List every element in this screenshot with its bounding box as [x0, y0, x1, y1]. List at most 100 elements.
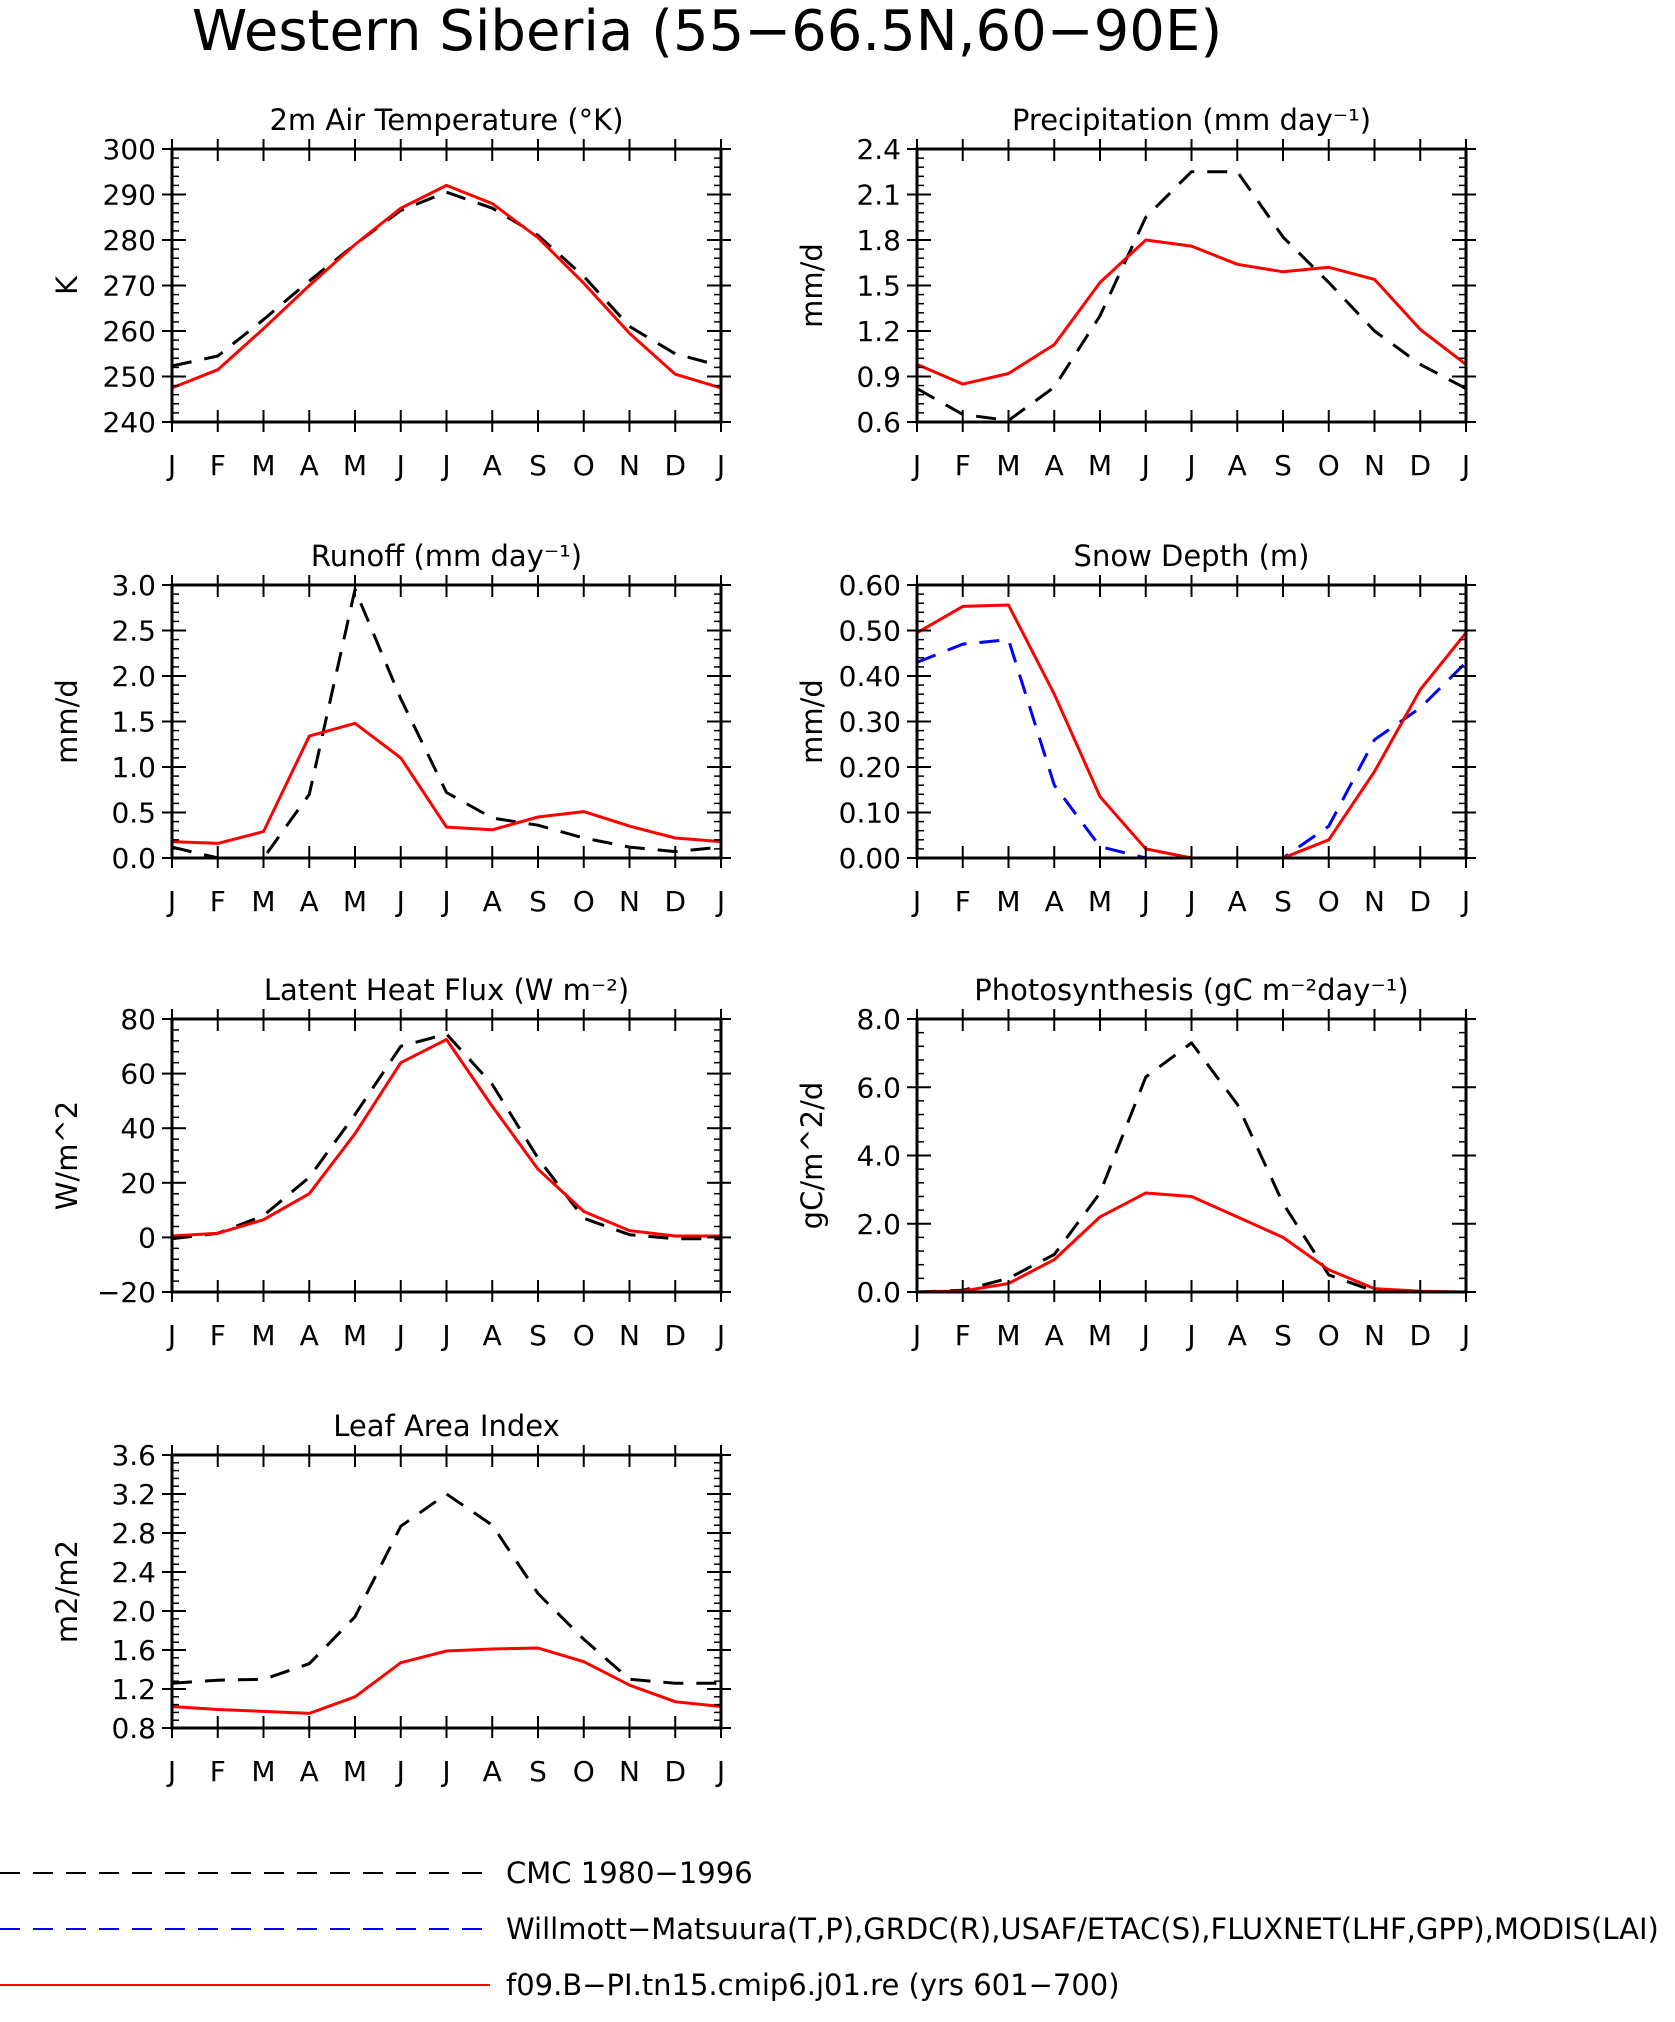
x-tick-label: D: [1409, 1319, 1431, 1352]
panel-3: 0.000.100.200.300.400.500.60J F M A M J J A S O N D…: [795, 539, 1476, 918]
x-tick-label: A: [1045, 1319, 1064, 1352]
x-tick-label: O: [1318, 449, 1340, 482]
y-tick-label: 0: [138, 1221, 156, 1254]
x-tick-label: A: [300, 1755, 319, 1788]
panel-title: Runoff (mm day⁻¹): [311, 539, 582, 573]
y-tick-label: 3.6: [111, 1439, 156, 1472]
x-tick-label: M: [251, 885, 275, 918]
series-line-cmc: [171, 190, 722, 368]
y-tick-label: 1.2: [111, 1673, 156, 1706]
panel-5: 0.02.04.06.08.0J F M A M J J A S O N D JPhotosynthes…: [795, 973, 1476, 1352]
y-tick-label: 6.0: [856, 1071, 901, 1104]
y-tick-label: −20: [97, 1276, 156, 1309]
plot-frame: [915, 147, 1468, 424]
y-tick-label: 0.30: [839, 706, 901, 739]
series-line-observations: [916, 638, 1468, 860]
x-tick-label: O: [1318, 885, 1340, 918]
panel-6: 0.81.21.62.02.42.83.23.6J F M A M J J A S O N D JLea…: [50, 1409, 731, 1788]
x-tick-label: N: [619, 1319, 640, 1352]
x-tick-label: J: [440, 449, 450, 482]
legend: CMC 1980−1996 Willmott−Matsuura(T,P),GRD…: [0, 1856, 1659, 2002]
y-tick-label: 4.0: [856, 1140, 901, 1173]
x-tick-label: S: [1274, 885, 1292, 918]
x-tick-label: F: [955, 449, 971, 482]
series-line-model: [171, 1038, 721, 1238]
y-tick-label: 8.0: [856, 1003, 901, 1036]
x-tick-label: J: [911, 1319, 921, 1352]
y-tick-label: 0.5: [111, 797, 156, 830]
y-axis-label: mm/d: [50, 679, 84, 764]
plot-frame: [915, 583, 1468, 860]
x-tick-label: M: [996, 449, 1020, 482]
x-tick-label: S: [1274, 449, 1292, 482]
y-tick-label: 290: [103, 179, 156, 212]
x-tick-label: J: [911, 885, 921, 918]
y-tick-label: 3.0: [111, 569, 156, 602]
plot-frame: [170, 1017, 723, 1294]
x-tick-label: N: [1364, 885, 1385, 918]
x-tick-label: S: [529, 885, 547, 918]
panel-title: Snow Depth (m): [1074, 539, 1310, 573]
y-axis-label: gC/m^2/d: [795, 1082, 829, 1230]
x-tick-label: F: [955, 885, 971, 918]
x-tick-label: J: [1185, 885, 1195, 918]
x-tick-label: M: [343, 449, 367, 482]
x-tick-label: J: [166, 449, 176, 482]
x-tick-label: A: [483, 1319, 502, 1352]
y-tick-label: 1.2: [856, 315, 901, 348]
y-tick-label: 1.0: [111, 751, 156, 784]
x-tick-label: A: [300, 449, 319, 482]
x-tick-label: F: [210, 449, 226, 482]
y-tick-label: 0.10: [839, 797, 901, 830]
series-group: [171, 1032, 721, 1241]
x-tick-label: N: [619, 449, 640, 482]
x-tick-label: J: [395, 1319, 405, 1352]
x-tick-label: M: [343, 1755, 367, 1788]
y-tick-label: 3.2: [111, 1478, 156, 1511]
series-group: [171, 588, 722, 860]
y-tick-label: 60: [120, 1058, 156, 1091]
x-tick-label: J: [395, 1755, 405, 1788]
x-tick-label: J: [715, 1319, 725, 1352]
x-tick-label: M: [996, 1319, 1020, 1352]
page-title: Western Siberia (55−66.5N,60−90E): [192, 0, 1222, 64]
series-line-cmc: [171, 588, 722, 860]
x-tick-label: M: [251, 1319, 275, 1352]
series-group: [916, 603, 1468, 860]
y-tick-label: 250: [103, 361, 156, 394]
plot-frame: [170, 583, 723, 860]
x-tick-label: M: [343, 885, 367, 918]
x-tick-label: D: [664, 1319, 686, 1352]
series-line-cmc: [171, 1492, 721, 1685]
y-tick-label: 1.8: [856, 224, 901, 257]
y-tick-label: 0.60: [839, 569, 901, 602]
y-tick-label: 0.0: [856, 1276, 901, 1309]
x-tick-label: F: [210, 1755, 226, 1788]
x-tick-label: N: [1364, 449, 1385, 482]
x-tick-label: J: [715, 449, 725, 482]
series-line-model: [916, 238, 1467, 386]
x-tick-label: J: [1185, 1319, 1195, 1352]
x-tick-label: J: [395, 885, 405, 918]
y-tick-label: 260: [103, 315, 156, 348]
panel-2: 0.00.51.01.52.02.53.0J F M A M J J A S O N D JRunoff…: [50, 539, 731, 918]
x-tick-label: M: [251, 449, 275, 482]
panel-title: Latent Heat Flux (W m⁻²): [264, 973, 629, 1007]
x-tick-label: J: [166, 885, 176, 918]
x-tick-label: J: [166, 1755, 176, 1788]
y-tick-label: 0.0: [111, 842, 156, 875]
x-tick-label: O: [1318, 1319, 1340, 1352]
x-tick-label: A: [1228, 885, 1247, 918]
y-tick-label: 1.6: [111, 1634, 156, 1667]
x-tick-label: J: [715, 885, 725, 918]
x-tick-label: D: [1409, 449, 1431, 482]
series-group: [171, 1492, 722, 1715]
x-tick-label: J: [395, 449, 405, 482]
x-tick-label: J: [440, 1319, 450, 1352]
panel-title: Leaf Area Index: [333, 1409, 559, 1443]
y-axis-label: K: [50, 275, 84, 295]
x-tick-label: M: [996, 885, 1020, 918]
x-tick-label: J: [1460, 885, 1470, 918]
